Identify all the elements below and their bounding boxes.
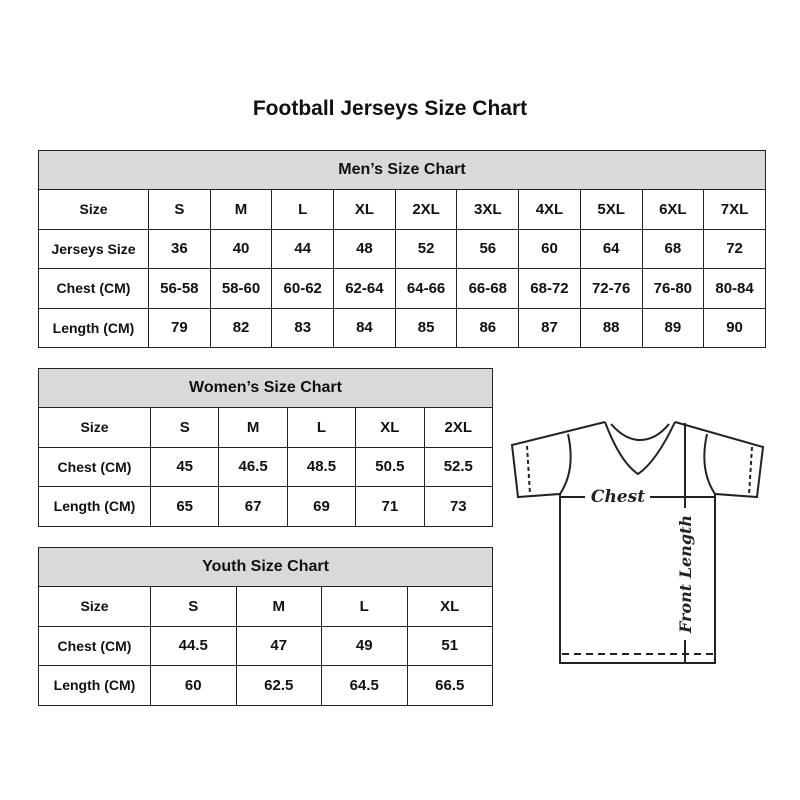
table-cell: 47 bbox=[235, 625, 322, 666]
table-cell: 2XL bbox=[423, 407, 494, 448]
table-row: Length (CM) 60 62.5 64.5 66.5 bbox=[38, 665, 494, 706]
women-caption: Women’s Size Chart bbox=[37, 368, 494, 408]
chest-label: Chest bbox=[591, 487, 645, 507]
table-cell: 36 bbox=[148, 228, 211, 269]
page-title: Football Jerseys Size Chart bbox=[252, 97, 528, 120]
table-cell: 85 bbox=[394, 307, 458, 348]
table-row: Chest (CM) 44.5 47 49 51 bbox=[38, 625, 494, 666]
table-cell: M bbox=[235, 586, 322, 627]
table-cell: L bbox=[321, 586, 408, 627]
row-label: Chest (CM) bbox=[38, 625, 151, 666]
table-cell: 90 bbox=[703, 307, 766, 348]
table-cell: 87 bbox=[518, 307, 581, 348]
mens-size-table: Men’s Size Chart Size S M L XL 2XL 3XL 4XL 5XL 6XL… bbox=[38, 150, 766, 348]
table-cell: 7XL bbox=[703, 189, 766, 230]
table-row: Jerseys Size 36 40 44 48 52 56 60 64 68 72 bbox=[38, 228, 766, 269]
table-cell: 5XL bbox=[579, 189, 643, 230]
table-cell: 62.5 bbox=[235, 665, 322, 706]
table-cell: 45 bbox=[149, 446, 220, 487]
table-cell: 52.5 bbox=[423, 446, 494, 487]
table-cell: 4XL bbox=[518, 189, 581, 230]
youth-caption: Youth Size Chart bbox=[37, 547, 494, 587]
table-row: Size S M L XL 2XL 3XL 4XL 5XL 6XL 7XL bbox=[38, 189, 766, 230]
table-row: Size S M L XL 2XL bbox=[38, 407, 494, 448]
table-cell: 56-58 bbox=[148, 268, 211, 309]
table-cell: 66.5 bbox=[406, 665, 494, 706]
table-row: Chest (CM) 45 46.5 48.5 50.5 52.5 bbox=[38, 446, 494, 487]
table-cell: S bbox=[150, 586, 237, 627]
table-cell: 73 bbox=[423, 486, 494, 527]
womens-size-table: Women’s Size Chart Size S M L XL 2XL Chest (CM)… bbox=[37, 368, 494, 527]
row-label: Size bbox=[38, 189, 149, 230]
table-cell: 48.5 bbox=[286, 446, 357, 487]
table-cell: 62-64 bbox=[333, 268, 396, 309]
row-label: Jerseys Size bbox=[38, 228, 149, 269]
table-cell: 66-68 bbox=[456, 268, 520, 309]
table-row: Length (CM) 79 82 83 84 85 86 87 88 89 90 bbox=[38, 307, 766, 348]
table-cell: 84 bbox=[333, 307, 396, 348]
table-cell: 64.5 bbox=[321, 665, 408, 706]
table-cell: 40 bbox=[209, 228, 273, 269]
table-cell: 86 bbox=[456, 307, 520, 348]
table-cell: M bbox=[218, 407, 288, 448]
table-cell: 6XL bbox=[641, 189, 705, 230]
table-cell: 67 bbox=[218, 486, 288, 527]
row-label: Chest (CM) bbox=[38, 446, 151, 487]
table-cell: 80-84 bbox=[703, 268, 766, 309]
table-cell: 44 bbox=[271, 228, 335, 269]
table-cell: 44.5 bbox=[150, 625, 237, 666]
men-caption: Men’s Size Chart bbox=[38, 150, 766, 190]
table-cell: 88 bbox=[579, 307, 643, 348]
table-cell: 60-62 bbox=[271, 268, 335, 309]
table-cell: 60 bbox=[150, 665, 237, 706]
row-label: Length (CM) bbox=[38, 665, 151, 706]
table-cell: XL bbox=[333, 189, 396, 230]
youth-size-table: Youth Size Chart Size S M L XL Chest (CM) 44.5 4… bbox=[37, 547, 494, 706]
table-cell: 60 bbox=[518, 228, 581, 269]
table-cell: 65 bbox=[149, 486, 220, 527]
table-cell: 64 bbox=[579, 228, 643, 269]
table-row: Length (CM) 65 67 69 71 73 bbox=[38, 486, 494, 527]
row-label: Size bbox=[38, 586, 151, 627]
table-cell: 51 bbox=[406, 625, 494, 666]
table-cell: XL bbox=[355, 407, 425, 448]
table-cell: L bbox=[286, 407, 357, 448]
row-label: Size bbox=[38, 407, 151, 448]
table-cell: 68-72 bbox=[518, 268, 581, 309]
table-cell: L bbox=[271, 189, 335, 230]
table-cell: 50.5 bbox=[355, 446, 425, 487]
front-length-label: Front Length bbox=[676, 515, 695, 634]
table-cell: 72-76 bbox=[579, 268, 643, 309]
row-label: Length (CM) bbox=[38, 486, 151, 527]
table-cell: 68 bbox=[641, 228, 705, 269]
table-cell: 76-80 bbox=[641, 268, 705, 309]
table-cell: 48 bbox=[333, 228, 396, 269]
table-row: Size S M L XL bbox=[38, 586, 494, 627]
table-cell: 69 bbox=[286, 486, 357, 527]
table-cell: 49 bbox=[321, 625, 408, 666]
table-cell: 71 bbox=[355, 486, 425, 527]
table-cell: 79 bbox=[148, 307, 211, 348]
row-label: Length (CM) bbox=[38, 307, 149, 348]
table-cell: 82 bbox=[209, 307, 273, 348]
table-cell: XL bbox=[406, 586, 494, 627]
